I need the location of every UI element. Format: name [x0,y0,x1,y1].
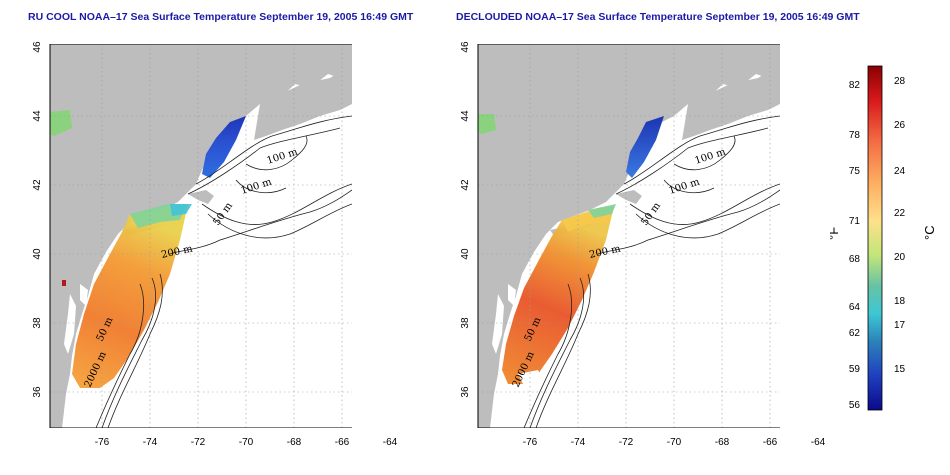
fahrenheit-tick-label: 71 [849,216,861,227]
longitude-tick-label: -76 [95,437,110,448]
longitude-tick-label: -74 [143,437,158,448]
celsius-tick-label: 28 [894,76,906,87]
sst-swath-gulfofmaine [202,116,246,178]
celsius-tick-label: 18 [894,296,906,307]
fahrenheit-tick-label: 75 [849,166,861,177]
longitude-tick-label: -76 [523,437,538,448]
fahrenheit-tick-label: 59 [849,364,861,375]
sst-swath-midatlantic [72,204,188,388]
fahrenheit-tick-label: 78 [849,130,861,141]
colorbar-gradient [867,65,883,411]
fahrenheit-tick-label: 68 [849,254,861,265]
celsius-tick-label: 24 [894,166,906,177]
longitude-tick-label: -72 [619,437,634,448]
longitude-tick-label: -64 [383,437,398,448]
longitude-tick-label: -68 [715,437,730,448]
longitude-tick-label: -70 [667,437,682,448]
fahrenheit-tick-label: 62 [849,328,861,339]
land-mass [50,44,352,428]
longitude-tick-label: -74 [571,437,586,448]
celsius-tick-label: 20 [894,252,906,263]
longitude-tick-label: -66 [335,437,350,448]
celsius-tick-label: 22 [894,208,906,219]
longitude-tick-label: -66 [763,437,778,448]
fahrenheit-tick-label: 82 [849,80,861,91]
longitude-tick-label: -64 [811,437,826,448]
fahrenheit-tick-label: 56 [849,400,861,411]
right-panel-title: DECLOUDED NOAA–17 Sea Surface Temperatur… [456,11,860,23]
celsius-label: °C [922,225,937,240]
left-panel-title: RU COOL NOAA–17 Sea Surface Temperature … [28,11,414,23]
fahrenheit-tick-label: 64 [849,302,861,313]
longitude-tick-label: -70 [239,437,254,448]
celsius-tick-label: 15 [894,364,906,375]
left-sst-map: 100 m 100 m 50 m 200 m 50 m 2000 m [10,44,352,428]
temperature-colorbar: 82 78 75 71 68 64 62 59 56 28 26 24 22 20 18 17 15 °F °C [826,60,950,420]
celsius-tick-label: 17 [894,320,906,331]
longitude-tick-label: -68 [287,437,302,448]
fahrenheit-label: °F [830,227,841,240]
longitude-tick-label: -72 [191,437,206,448]
celsius-tick-label: 26 [894,120,906,131]
right-sst-map: 100 m 100 m 50 m 200 m 50 m 2000 m [438,44,780,428]
